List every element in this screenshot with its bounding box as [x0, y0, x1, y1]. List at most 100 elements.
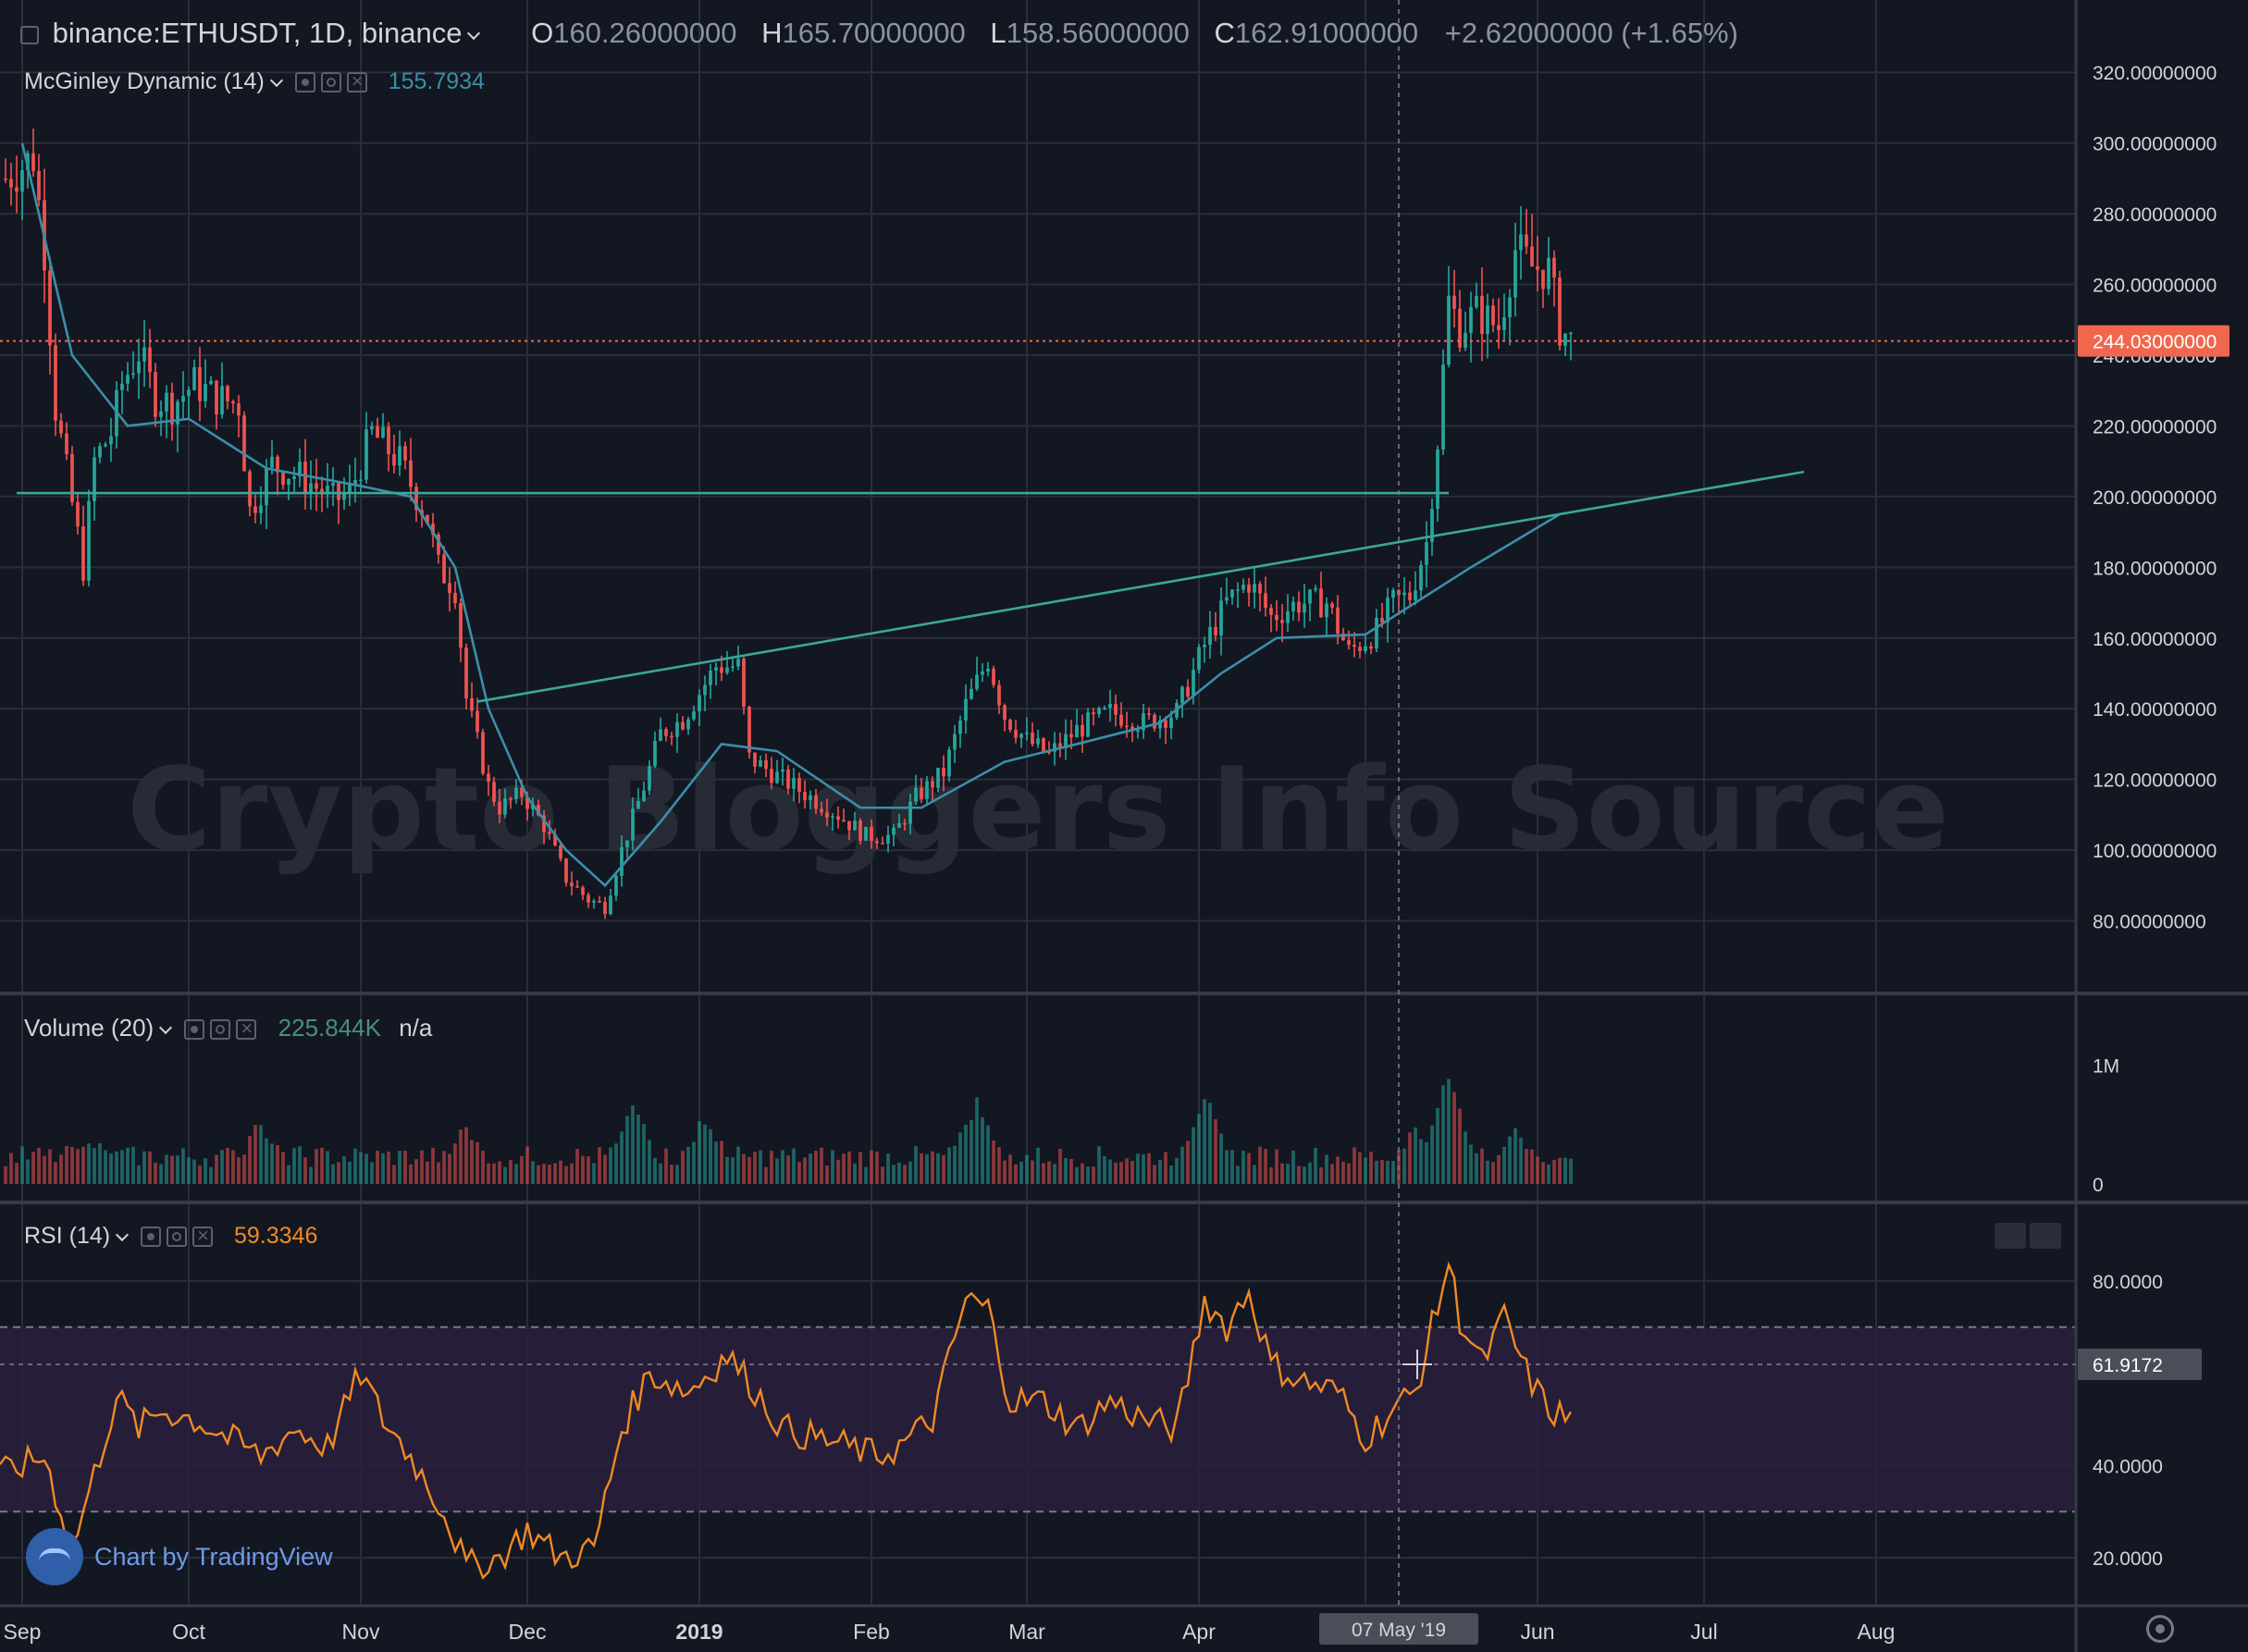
volume-bar	[525, 1146, 529, 1184]
volume-bar	[20, 1146, 24, 1184]
candle-body	[592, 901, 596, 903]
candle-body	[587, 894, 590, 903]
volume-bar	[870, 1150, 873, 1184]
volume-bar	[1081, 1163, 1084, 1184]
candle-body	[1047, 751, 1051, 754]
volume-bar	[831, 1150, 834, 1184]
volume-bar	[270, 1143, 274, 1184]
candle-body	[414, 487, 418, 511]
candle-body	[1264, 593, 1267, 609]
volume-bar	[1353, 1147, 1356, 1184]
volume-bar	[731, 1157, 735, 1184]
settings-icon[interactable]	[210, 1019, 231, 1041]
tradingview-branding[interactable]: Chart by TradingView	[26, 1528, 333, 1585]
chevron-down-icon[interactable]	[467, 26, 481, 40]
volume-bar	[836, 1159, 840, 1184]
candle-body	[581, 887, 585, 895]
volume-bar	[698, 1121, 701, 1184]
volume-bar	[364, 1153, 368, 1184]
close-icon[interactable]	[346, 69, 367, 93]
candle-body	[992, 669, 995, 685]
candle-body	[548, 832, 551, 834]
candle-body	[1547, 257, 1550, 290]
volume-bar	[1225, 1150, 1229, 1184]
candle-body	[198, 367, 202, 401]
symbol-label[interactable]: binance:ETHUSDT, 1D, binance	[52, 17, 463, 49]
volume-bar	[903, 1165, 907, 1184]
volume-bar	[1441, 1085, 1445, 1184]
settings-gear-icon[interactable]	[2146, 1615, 2174, 1643]
volume-bar	[581, 1155, 585, 1184]
volume-bar	[1569, 1158, 1573, 1184]
candle-body	[448, 583, 451, 594]
candle-body	[886, 834, 890, 844]
volume-bar	[1502, 1147, 1506, 1184]
volume-bar	[337, 1162, 340, 1184]
volume-bar	[1547, 1164, 1550, 1184]
branding-text: Chart by TradingView	[94, 1542, 333, 1571]
volume-bar	[575, 1149, 579, 1184]
candle-body	[897, 822, 901, 828]
mcginley-label[interactable]: McGinley Dynamic (14)	[24, 68, 265, 94]
volume-bar	[359, 1152, 363, 1184]
candle-body	[431, 524, 435, 535]
volume-bar	[614, 1143, 618, 1184]
candle-body	[936, 768, 940, 788]
volume-bar	[1208, 1103, 1212, 1184]
volume-bar	[981, 1116, 984, 1184]
x-tick-label: Oct	[172, 1620, 205, 1644]
candle-body	[381, 426, 385, 438]
eye-icon[interactable]	[141, 1227, 162, 1248]
candle-body	[981, 672, 984, 675]
volume-label[interactable]: Volume (20)	[24, 1014, 154, 1042]
eye-icon[interactable]	[294, 72, 315, 93]
volume-bar	[292, 1148, 296, 1184]
volume-bar	[315, 1149, 318, 1184]
close-icon[interactable]	[236, 1017, 257, 1041]
candle-body	[31, 153, 35, 171]
volume-bar	[298, 1146, 302, 1184]
volume-bar	[1469, 1144, 1473, 1184]
volume-bar	[242, 1154, 246, 1184]
candle-body	[781, 769, 784, 772]
candle-body	[1025, 733, 1029, 734]
pane-up-button[interactable]	[1995, 1223, 2026, 1249]
candle-body	[1447, 295, 1451, 365]
volume-bar	[642, 1124, 646, 1184]
x-tick-label: Nov	[342, 1620, 380, 1644]
candle-body	[575, 886, 579, 888]
close-icon[interactable]	[192, 1224, 214, 1248]
chevron-down-icon[interactable]	[159, 1021, 173, 1035]
candle-body	[964, 698, 968, 721]
candle-body	[331, 483, 335, 487]
volume-bar	[692, 1141, 696, 1184]
volume-bar	[464, 1127, 468, 1184]
candle-body	[192, 367, 196, 390]
volume-bar	[409, 1164, 413, 1184]
volume-bar	[1364, 1157, 1367, 1184]
candle-body	[59, 420, 63, 434]
eye-icon[interactable]	[184, 1019, 205, 1041]
settings-icon[interactable]	[320, 72, 341, 93]
collapse-icon[interactable]	[20, 25, 39, 44]
rsi-label[interactable]: RSI (14)	[24, 1223, 111, 1249]
crosshair: 61.9172 07 May '19	[0, 0, 2202, 1645]
candle-body	[925, 781, 929, 799]
volume-bar	[4, 1165, 7, 1184]
candle-body	[975, 674, 979, 689]
volume-bar	[797, 1162, 801, 1184]
candle-body	[503, 798, 507, 815]
volume-bar	[1497, 1154, 1501, 1184]
chevron-down-icon[interactable]	[269, 74, 283, 88]
chevron-down-icon[interactable]	[116, 1228, 130, 1242]
candle-body	[364, 429, 368, 480]
volume-bar	[209, 1166, 213, 1184]
volume-bar	[587, 1156, 590, 1184]
volume-bar	[531, 1161, 535, 1184]
settings-icon[interactable]	[167, 1227, 188, 1248]
candle-body	[603, 902, 607, 915]
candle-body	[914, 787, 918, 802]
pane-down-button[interactable]	[2030, 1223, 2061, 1249]
volume-bar	[1436, 1107, 1439, 1184]
